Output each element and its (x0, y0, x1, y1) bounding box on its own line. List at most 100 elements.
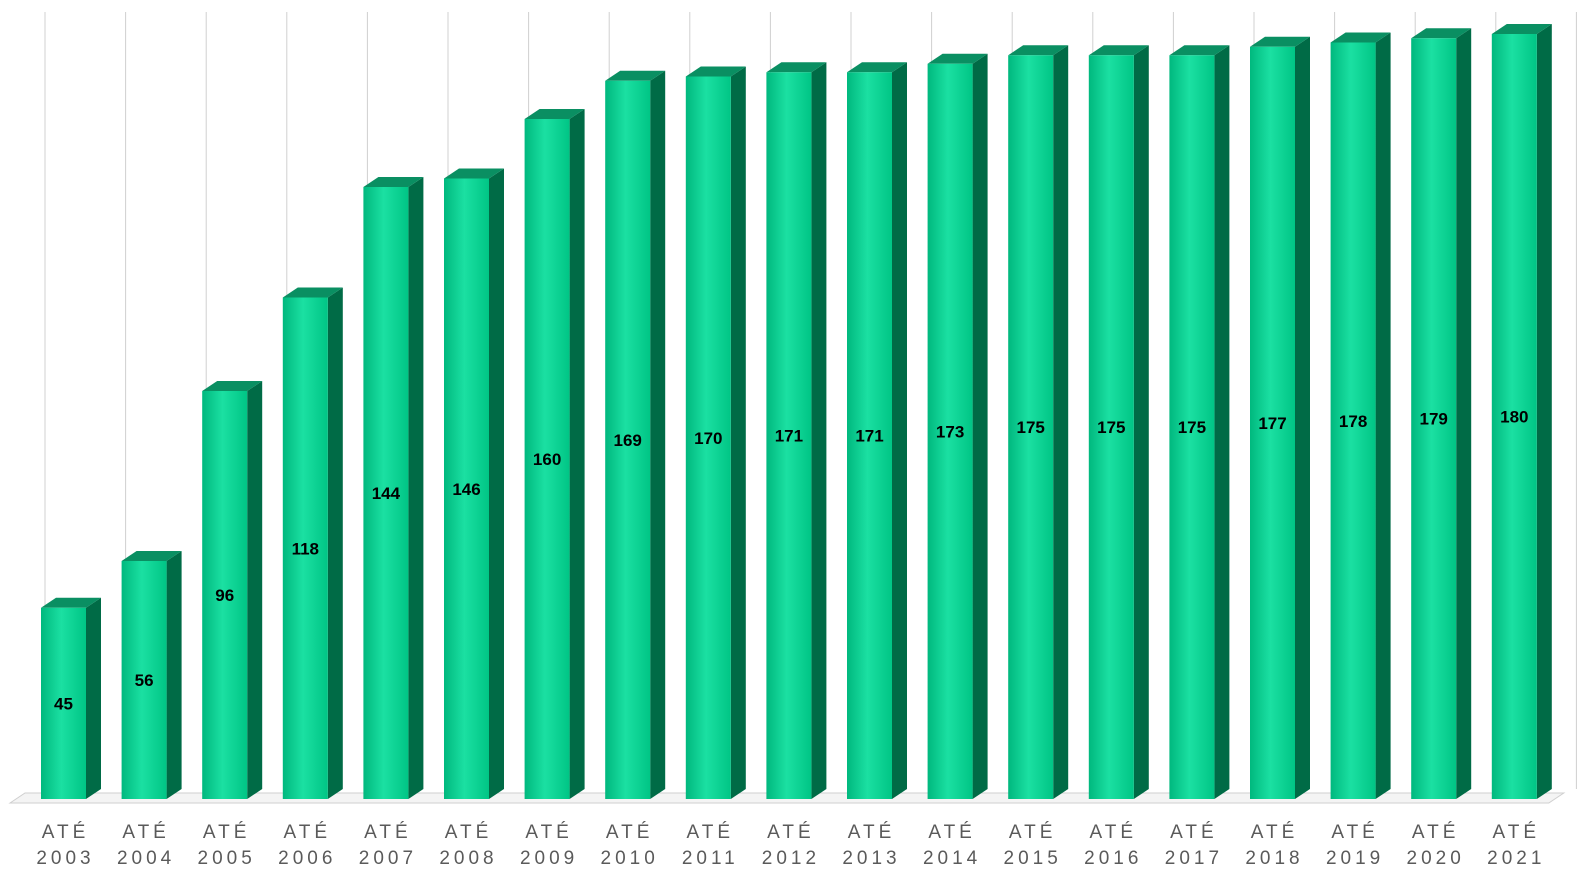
tick-label: ATÉ (1493, 822, 1541, 843)
tick-label: ATÉ (1331, 822, 1379, 843)
bar-front-face (363, 187, 409, 799)
data-label: 160 (533, 450, 561, 469)
bar-front-face (1330, 42, 1376, 799)
bar-top-face (927, 53, 988, 64)
bar-top-face (847, 62, 907, 73)
tick-label: 2009 (520, 848, 578, 869)
bar-front-face (847, 72, 892, 799)
bar-front-face (41, 607, 86, 799)
data-label: 177 (1258, 414, 1286, 433)
data-label: 175 (1017, 418, 1045, 437)
bar-front-face (1169, 55, 1215, 799)
bar-side-face (972, 53, 988, 799)
bars (41, 24, 1552, 799)
bar-side-face (1214, 45, 1230, 799)
labels: 45 ATÉ 2003 56 ATÉ 2004 96 ATÉ 2005 118 ATÉ 2006 144… (36, 408, 1545, 870)
bar-até-2019 (1330, 32, 1391, 799)
bar-até-2008 (444, 168, 504, 799)
bar-front-face (1088, 55, 1134, 799)
bar-top-face (363, 177, 424, 187)
data-label: 56 (135, 671, 154, 690)
data-label: 144 (372, 484, 401, 503)
bar-side-face (86, 597, 101, 799)
tick-label: 2019 (1326, 848, 1384, 869)
data-label: 146 (452, 480, 480, 499)
tick-label: 2021 (1487, 848, 1545, 869)
tick-label: 2007 (359, 848, 417, 869)
tick-label: 2015 (1004, 848, 1062, 869)
bar-top-face (202, 381, 263, 391)
tick-label: 2008 (439, 848, 497, 869)
tick-label: 2017 (1165, 848, 1223, 869)
tick-label: 2018 (1245, 848, 1303, 869)
bar-até-2013 (847, 62, 907, 799)
tick-label: ATÉ (284, 822, 332, 843)
bar-side-face (892, 62, 907, 799)
bar-front-face (282, 297, 328, 799)
bar-top-face (1088, 45, 1149, 56)
bar-side-face (1133, 45, 1149, 799)
bar-top-face (1169, 45, 1230, 56)
tick-label: ATÉ (767, 822, 815, 843)
bar-front-face (524, 119, 570, 799)
tick-label: 2006 (278, 848, 336, 869)
bar-até-2010 (605, 70, 666, 799)
tick-label: 2012 (762, 848, 820, 869)
data-label: 180 (1500, 408, 1528, 427)
tick-label: 2013 (842, 848, 900, 869)
tick-label: 2010 (601, 848, 659, 869)
tick-label: ATÉ (364, 822, 412, 843)
data-label: 170 (694, 429, 722, 448)
tick-label: 2003 (36, 848, 94, 869)
tick-label: 2005 (198, 848, 256, 869)
tick-label: 2016 (1084, 848, 1142, 869)
tick-label: ATÉ (42, 822, 90, 843)
bar-até-2009 (524, 109, 585, 799)
bar-top-face (282, 287, 343, 298)
bar-top-face (1008, 45, 1069, 56)
bar-até-2017 (1169, 45, 1230, 799)
bar-side-face (730, 66, 746, 799)
bar-até-2007 (363, 177, 424, 799)
tick-label: ATÉ (203, 822, 251, 843)
bar-side-face (1375, 32, 1391, 799)
tick-label: ATÉ (525, 822, 573, 843)
bar-front-face (605, 80, 651, 799)
bar-front-face (444, 178, 489, 799)
tick-label: 2014 (923, 848, 981, 869)
data-label: 175 (1097, 418, 1125, 437)
bar-até-2004 (121, 551, 182, 799)
bar-side-face (650, 70, 666, 799)
bar-top-face (1250, 36, 1310, 47)
data-label: 179 (1420, 410, 1448, 429)
data-label: 169 (614, 431, 642, 450)
tick-label: ATÉ (1009, 822, 1057, 843)
bar-top-face (1411, 28, 1472, 39)
bar-até-2014 (927, 53, 988, 799)
tick-label: 2020 (1407, 848, 1465, 869)
bar-side-face (1536, 24, 1552, 799)
bar-front-face (121, 561, 167, 799)
tick-label: ATÉ (1170, 822, 1218, 843)
tick-label: 2004 (117, 848, 175, 869)
bar-side-face (811, 62, 827, 799)
bar-até-2012 (766, 62, 827, 799)
bar-side-face (569, 109, 585, 799)
bar-até-2005 (202, 381, 263, 799)
bar-até-2016 (1088, 45, 1149, 799)
bar-side-face (1295, 36, 1310, 799)
bar-side-face (166, 551, 182, 799)
bar-até-2015 (1008, 45, 1069, 799)
bar-front-face (202, 391, 248, 799)
bar-side-face (489, 168, 504, 799)
data-label: 173 (936, 422, 964, 441)
tick-label: ATÉ (445, 822, 493, 843)
bar-front-face (766, 72, 812, 799)
bar-até-2011 (685, 66, 746, 799)
data-label: 45 (54, 694, 73, 713)
tick-label: ATÉ (928, 822, 976, 843)
tick-label: ATÉ (687, 822, 735, 843)
bar-side-face (327, 287, 343, 799)
bar-top-face (1491, 24, 1552, 34)
